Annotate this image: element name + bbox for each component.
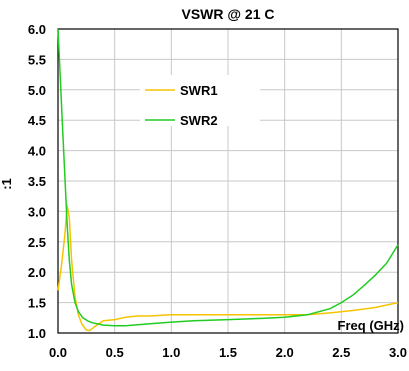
x-tick-label: 3.0 xyxy=(389,345,407,360)
y-tick-label: 5.0 xyxy=(28,83,46,98)
y-tick-label: 4.0 xyxy=(28,144,46,159)
y-tick-label: 3.0 xyxy=(28,204,46,219)
legend-label-swr2: SWR2 xyxy=(180,113,218,128)
x-axis-label: Freq (GHz) xyxy=(338,318,404,333)
x-tick-label: 1.5 xyxy=(219,345,237,360)
y-tick-label: 2.0 xyxy=(28,265,46,280)
y-tick-label: 4.5 xyxy=(28,113,46,128)
y-tick-label: 6.0 xyxy=(28,22,46,37)
x-tick-label: 2.0 xyxy=(276,345,294,360)
y-tick-label: 2.5 xyxy=(28,235,46,250)
y-tick-label: 1.0 xyxy=(28,326,46,341)
y-tick-label: 5.5 xyxy=(28,52,46,67)
x-tick-label: 1.0 xyxy=(162,345,180,360)
x-tick-label: 0.5 xyxy=(106,345,124,360)
y-axis-tick-labels: 1.0 1.5 2.0 2.5 3.0 3.5 4.0 4.5 5.0 5.5 6.0 xyxy=(28,22,46,341)
legend-label-swr1: SWR1 xyxy=(180,83,218,98)
y-axis-label: :1 xyxy=(0,178,14,190)
grid xyxy=(58,29,398,333)
x-axis-tick-labels: 0.0 0.5 1.0 1.5 2.0 2.5 3.0 xyxy=(49,345,407,360)
y-tick-label: 1.5 xyxy=(28,296,46,311)
x-tick-label: 2.5 xyxy=(332,345,350,360)
legend: SWR1 SWR2 xyxy=(140,75,260,128)
y-tick-label: 3.5 xyxy=(28,174,46,189)
chart-title: VSWR @ 21 C xyxy=(181,6,274,22)
x-tick-label: 0.0 xyxy=(49,345,67,360)
